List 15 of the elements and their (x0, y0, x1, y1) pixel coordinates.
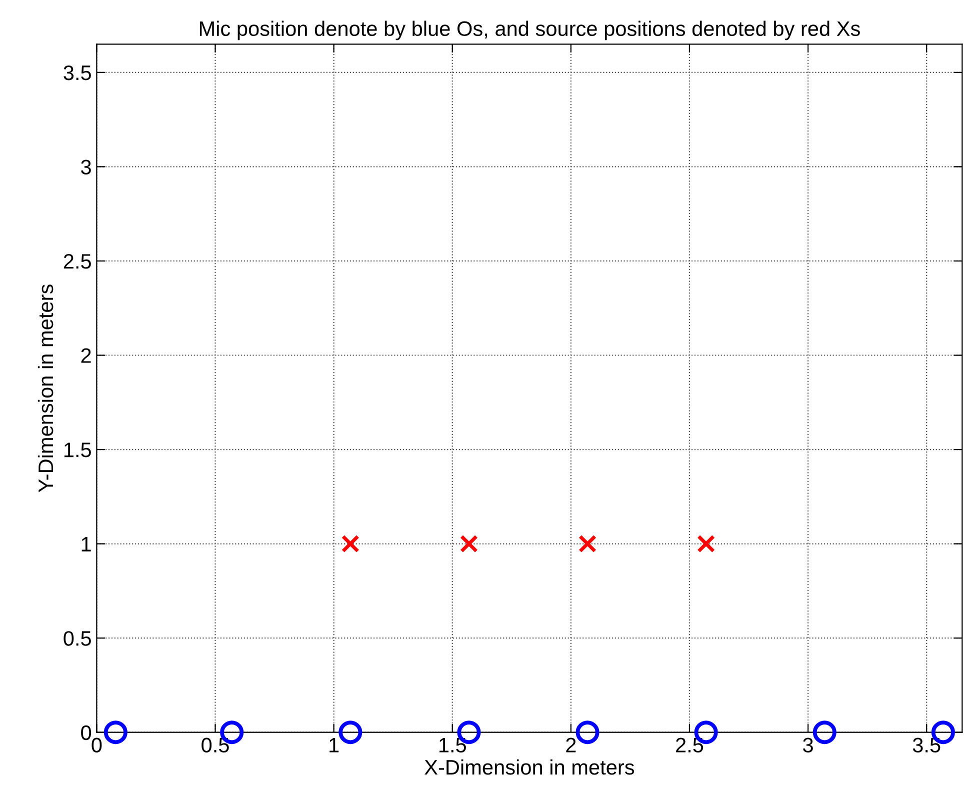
x-tick-label: 0 (92, 738, 102, 752)
x-tick-label: 1 (330, 738, 339, 752)
x-axis-title: X-Dimension in meters (424, 759, 634, 775)
y-tick-label: 0 (81, 725, 92, 740)
y-tick-label: 0.5 (64, 631, 91, 646)
y-tick-label: 2 (81, 348, 91, 363)
x-tick-label: 2 (566, 738, 576, 752)
y-tick-label: 1 (82, 537, 91, 552)
y-tick-label: 3.5 (64, 65, 91, 80)
y-tick-label: 1.5 (64, 442, 91, 458)
y-tick-label: 3 (81, 160, 91, 174)
y-tick-label: 2.5 (64, 254, 91, 269)
x-tick-label: 3 (803, 738, 813, 752)
y-axis-title: Y-Dimension in meters (38, 284, 54, 492)
chart-title: Mic position denote by blue Os, and source positions denoted by red Xs (200, 20, 860, 40)
